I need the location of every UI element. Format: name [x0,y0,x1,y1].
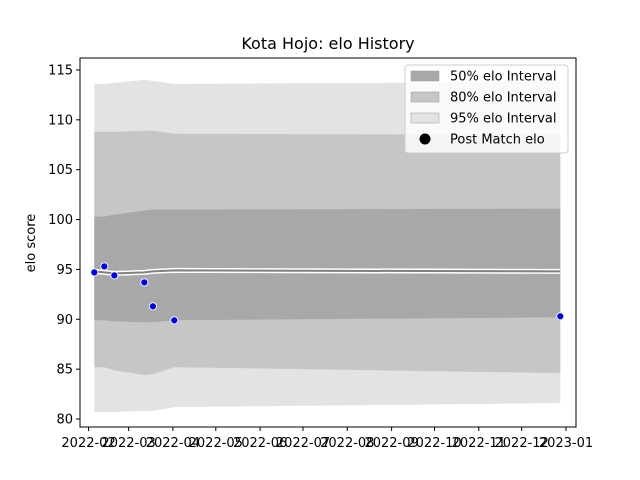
data-point [100,262,109,271]
x-tick-label: 2022-06 [233,436,287,451]
y-axis: 80 85 90 95 100 105 110 115 [48,63,80,428]
x-tick-label: 2022-04 [146,436,200,451]
y-tick-label: 115 [48,63,73,78]
interval-bands [94,79,561,413]
x-tick-label: 2022-05 [189,436,243,451]
legend-marker [419,133,431,145]
y-tick-label: 95 [56,263,73,278]
x-tick-label: 2023-01 [539,436,593,451]
data-point [140,278,149,287]
post-match-points [90,262,565,325]
legend-box [404,64,569,154]
legend-swatch [410,112,440,124]
y-tick-label: 100 [48,213,73,228]
x-axis: 2022-022022-032022-042022-052022-062022-… [61,427,593,451]
legend-swatch [410,70,440,82]
data-point [148,302,157,311]
x-tick-label: 2022-07 [276,436,330,451]
x-tick-label: 2022-08 [320,436,374,451]
data-point [90,268,99,277]
data-point [110,271,119,280]
y-axis-label: elo score [24,214,39,273]
mean-line-group [94,267,561,276]
data-point [556,312,565,321]
legend-label: 95% elo Interval [450,112,557,127]
legend: 50% elo Interval 80% elo Interval 95% elo … [404,64,569,154]
legend-label: 80% elo Interval [450,91,557,106]
legend-label: 50% elo Interval [450,70,557,85]
x-tick-label: 2022-12 [495,436,549,451]
plot-frame [79,57,577,428]
x-tick-label: 2022-02 [61,436,115,451]
y-tick-label: 85 [56,363,73,378]
y-tick-label: 110 [48,113,73,128]
x-tick-label: 2022-03 [101,436,155,451]
legend-swatch [410,91,440,103]
x-tick-label: 2022-09 [364,436,418,451]
x-tick-label: 2022-11 [452,436,506,451]
y-tick-label: 105 [48,163,73,178]
x-tick-label: 2022-10 [407,436,461,451]
interval-band-3 [94,208,561,323]
y-tick-label: 90 [56,313,73,328]
legend-label: Post Match elo [450,133,545,148]
mean-line [94,269,561,275]
y-tick-label: 80 [56,413,73,428]
chart-title: Kota Hojo: elo History [241,34,414,53]
data-point [170,316,179,325]
